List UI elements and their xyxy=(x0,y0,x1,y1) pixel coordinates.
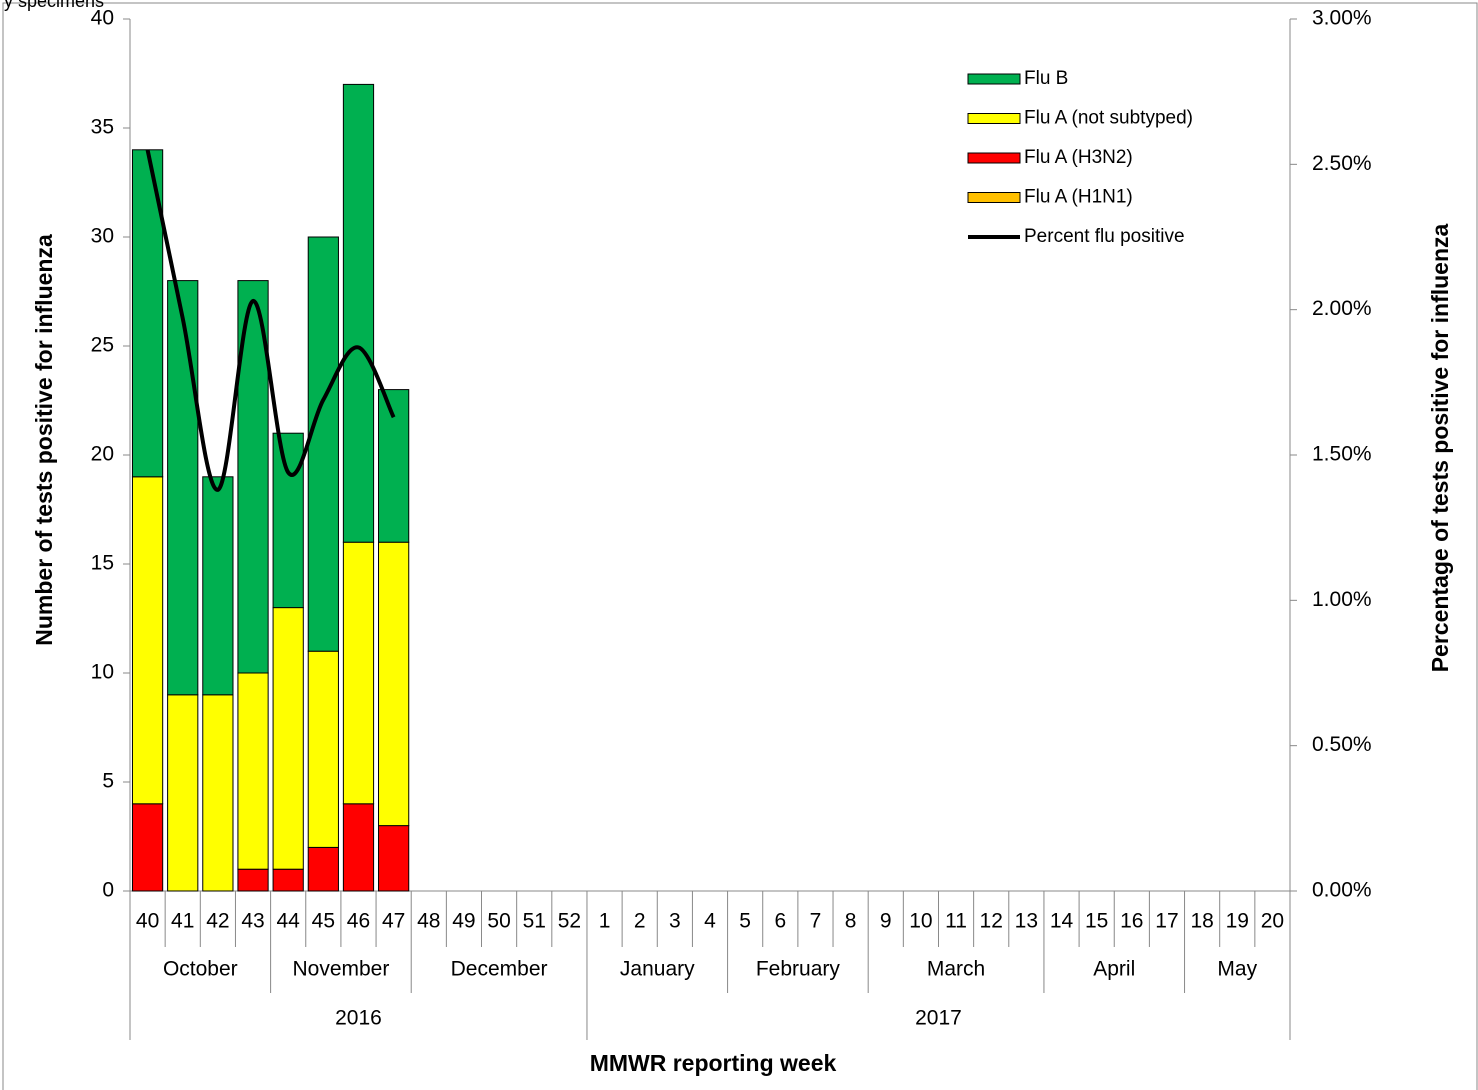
bar-segment xyxy=(202,476,234,696)
bar-segment xyxy=(167,694,199,892)
y2-tick-label: 0.50% xyxy=(1312,733,1372,756)
y-axis-title: Number of tests positive for influenza xyxy=(31,234,57,646)
bar-segment xyxy=(167,280,199,696)
y2-tick-label: 0.00% xyxy=(1312,879,1372,902)
bar-segment xyxy=(272,607,304,870)
year-label: 2016 xyxy=(335,1007,382,1030)
x-tick-label: 7 xyxy=(810,910,822,933)
subtitle: y specimens xyxy=(4,0,104,11)
x-tick-label: 40 xyxy=(136,910,159,933)
bar-segment xyxy=(237,672,269,870)
x-tick-label: 41 xyxy=(171,910,194,933)
x-tick-label: 18 xyxy=(1190,910,1213,933)
month-label: December xyxy=(451,958,548,981)
month-label: October xyxy=(163,958,238,981)
x-tick-label: 42 xyxy=(206,910,229,933)
x-tick-label: 43 xyxy=(241,910,264,933)
y-tick-label: 20 xyxy=(91,443,114,466)
legend-label: Percent flu positive xyxy=(1024,226,1185,247)
legend-swatch xyxy=(967,192,1021,203)
x-tick-label: 6 xyxy=(774,910,786,933)
month-label: April xyxy=(1093,958,1135,981)
x-tick-label: 50 xyxy=(487,910,510,933)
legend-swatch xyxy=(967,73,1021,85)
x-tick-label: 14 xyxy=(1050,910,1074,933)
bar-segment xyxy=(237,868,269,892)
line-series xyxy=(145,149,396,492)
x-tick-label: 11 xyxy=(945,910,967,933)
y-tick-label: 25 xyxy=(91,334,114,357)
x-tick-label: 20 xyxy=(1261,910,1284,933)
month-label: March xyxy=(927,958,985,981)
bar-segment xyxy=(272,432,304,609)
year-label: 2017 xyxy=(915,1007,962,1030)
bar-segment xyxy=(272,868,304,892)
y2-axis-title: Percentage of tests positive for influen… xyxy=(1427,223,1453,672)
legend-label: Flu B xyxy=(1024,68,1068,89)
x-tick-label: 19 xyxy=(1226,910,1249,933)
x-tick-label: 16 xyxy=(1120,910,1143,933)
x-tick-label: 10 xyxy=(909,910,932,933)
x-tick-label: 44 xyxy=(277,910,301,933)
x-tick-label: 48 xyxy=(417,910,440,933)
legend-label: Flu A (not subtyped) xyxy=(1024,108,1193,129)
x-tick-label: 2 xyxy=(634,910,646,933)
x-tick-label: 46 xyxy=(347,910,370,933)
x-tick-label: 45 xyxy=(312,910,335,933)
y2-tick-label: 3.00% xyxy=(1312,7,1372,30)
bar-segment xyxy=(378,825,410,892)
legend-swatch xyxy=(967,113,1021,124)
y2-tick-label: 2.00% xyxy=(1312,297,1372,320)
bar-segment xyxy=(131,803,164,892)
bar-segment xyxy=(202,694,234,892)
x-tick-label: 8 xyxy=(845,910,857,933)
x-tick-label: 4 xyxy=(704,910,716,933)
bar-segment xyxy=(342,803,375,892)
bar-segment xyxy=(307,846,339,892)
month-label: May xyxy=(1217,958,1257,981)
bar-segment xyxy=(131,476,164,805)
x-tick-label: 9 xyxy=(880,910,892,933)
x-tick-label: 51 xyxy=(523,910,546,933)
y2-tick-label: 2.50% xyxy=(1312,152,1372,175)
bar-segment xyxy=(307,650,339,848)
x-tick-label: 1 xyxy=(599,910,611,933)
y-tick-label: 40 xyxy=(91,7,114,30)
x-tick-label: 5 xyxy=(739,910,751,933)
y2-tick-label: 1.50% xyxy=(1312,443,1372,466)
x-tick-label: 3 xyxy=(669,910,681,933)
x-tick-label: 17 xyxy=(1155,910,1178,933)
x-tick-label: 13 xyxy=(1015,910,1038,933)
x-tick-label: 49 xyxy=(452,910,475,933)
y-tick-label: 30 xyxy=(91,225,114,248)
x-tick-label: 52 xyxy=(558,910,581,933)
month-label: January xyxy=(620,958,695,981)
y-tick-label: 5 xyxy=(102,770,114,793)
y2-tick-label: 1.00% xyxy=(1312,588,1372,611)
x-tick-label: 12 xyxy=(980,910,1003,933)
bar-segment xyxy=(307,236,339,652)
x-tick-label: 47 xyxy=(382,910,405,933)
bar-segment xyxy=(342,83,375,543)
y-tick-label: 15 xyxy=(91,552,114,575)
bar-segment xyxy=(342,541,375,805)
legend-label: Flu A (H3N2) xyxy=(1024,147,1133,168)
month-label: November xyxy=(292,958,389,981)
y-tick-label: 35 xyxy=(91,116,114,139)
x-tick-label: 15 xyxy=(1085,910,1108,933)
month-label: February xyxy=(756,958,841,981)
legend-swatch xyxy=(967,152,1021,164)
bar-segment xyxy=(378,541,410,827)
y-tick-label: 0 xyxy=(102,879,114,902)
legend-label: Flu A (H1N1) xyxy=(1024,187,1133,208)
x-axis-title: MMWR reporting week xyxy=(590,1050,837,1076)
y-tick-label: 10 xyxy=(91,661,114,684)
